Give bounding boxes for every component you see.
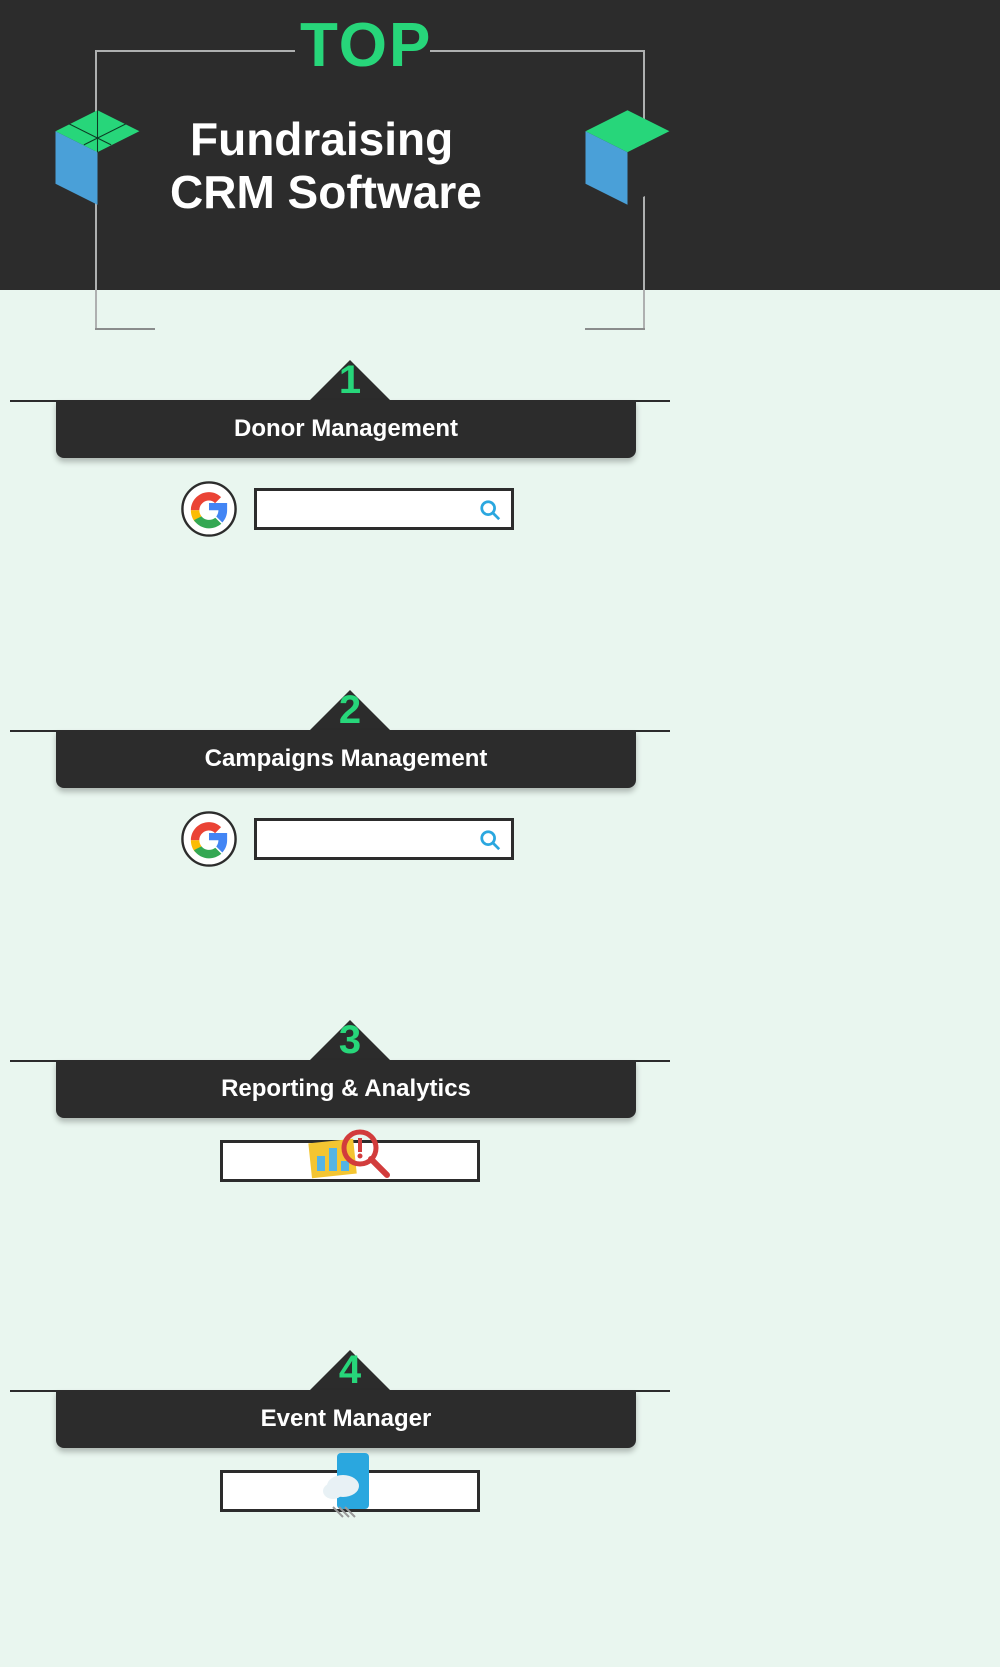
- hero: TOP Fundraising CRM Software: [0, 0, 1000, 290]
- search-icon: [479, 499, 501, 521]
- hero-subtitle-1: Fundraising: [190, 112, 453, 166]
- chart-magnifier-icon: [305, 1126, 395, 1196]
- google-icon: [180, 480, 238, 538]
- cube-icon: [575, 105, 680, 210]
- section-number: 3: [330, 1018, 370, 1063]
- section-title: Campaigns Management: [205, 745, 488, 772]
- section-4: 4 Event Manager: [10, 1350, 670, 1550]
- hero-subtitle-2: CRM Software: [170, 165, 482, 219]
- section-title: Reporting & Analytics: [221, 1075, 471, 1102]
- illustration-box: [220, 1470, 480, 1512]
- section-number: 1: [330, 358, 370, 403]
- illustration-box: [220, 1140, 480, 1182]
- section-bar: Reporting & Analytics: [56, 1060, 636, 1118]
- section-3: 3 Reporting & Analytics: [10, 1020, 670, 1280]
- cloud-phone-icon: [315, 1451, 385, 1531]
- section-title: Donor Management: [234, 415, 458, 442]
- bracket-line: [430, 50, 645, 52]
- search-icon: [479, 829, 501, 851]
- google-icon: [180, 810, 238, 868]
- bracket-line: [95, 328, 155, 330]
- bracket-line: [95, 50, 295, 52]
- cube-icon: [45, 105, 150, 210]
- hero-top-word: TOP: [300, 10, 432, 81]
- search-box: [254, 818, 514, 860]
- section-illustration: [180, 1140, 520, 1210]
- section-number: 4: [330, 1348, 370, 1393]
- section-number: 2: [330, 688, 370, 733]
- section-illustration: [180, 1470, 520, 1540]
- bracket-line: [585, 328, 645, 330]
- section-bar: Campaigns Management: [56, 730, 636, 788]
- section-illustration: [180, 480, 520, 550]
- section-bar: Donor Management: [56, 400, 636, 458]
- section-1: 1 Donor Management: [10, 360, 670, 620]
- section-illustration: [180, 810, 520, 880]
- search-box: [254, 488, 514, 530]
- section-title: Event Manager: [261, 1405, 432, 1432]
- section-2: 2 Campaigns Management: [10, 690, 670, 950]
- section-bar: Event Manager: [56, 1390, 636, 1448]
